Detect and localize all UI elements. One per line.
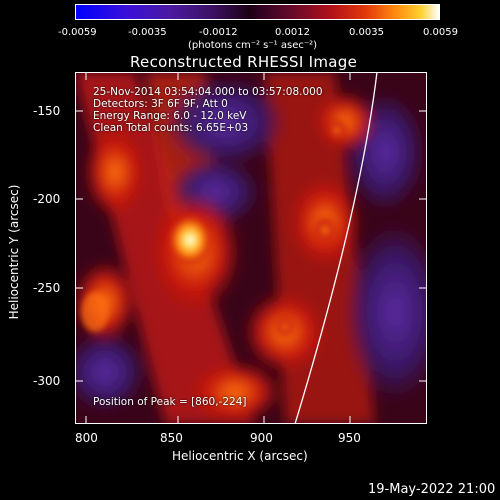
timestamp: 19-May-2022 21:00: [368, 482, 496, 497]
x-tick-label: 900: [250, 431, 273, 445]
colorbar: [75, 4, 440, 20]
detectors-info: Detectors: 3F 6F 9F, Att 0: [93, 98, 228, 110]
y-tick-label: -200: [33, 192, 61, 206]
y-tick-label: -300: [33, 374, 61, 388]
colorbar-tick: 0.0059: [423, 27, 458, 38]
peak-position: Position of Peak = [860,-224]: [93, 396, 247, 408]
x-axis-label: Heliocentric X (arcsec): [172, 449, 308, 463]
plot-frame: [75, 72, 427, 424]
colorbar-tick: -0.0012: [199, 27, 238, 38]
solar-image: [75, 72, 427, 424]
colorbar-units: (photons cm⁻² s⁻¹ asec⁻²): [188, 40, 318, 51]
colorbar-tick: -0.0035: [128, 27, 167, 38]
plot-title: Reconstructed RHESSI Image: [130, 53, 358, 71]
time-range: 25-Nov-2014 03:54:04.000 to 03:57:08.000: [93, 86, 323, 98]
x-tick-label: 850: [160, 431, 183, 445]
colorbar-tick: 0.0012: [275, 27, 310, 38]
y-tick-label: -150: [33, 104, 61, 118]
x-tick-label: 950: [338, 431, 361, 445]
x-tick-label: 800: [75, 431, 98, 445]
y-axis-label: Heliocentric Y (arcsec): [7, 184, 21, 320]
colorbar-tick: -0.0059: [58, 27, 97, 38]
colorbar-tick: 0.0035: [349, 27, 384, 38]
clean-counts: Clean Total counts: 6.65E+03: [93, 122, 249, 134]
energy-range: Energy Range: 6.0 - 12.0 keV: [93, 110, 247, 122]
y-tick-label: -250: [33, 281, 61, 295]
image-plot: 25-Nov-2014 03:54:04.000 to 03:57:08.000…: [75, 72, 427, 424]
